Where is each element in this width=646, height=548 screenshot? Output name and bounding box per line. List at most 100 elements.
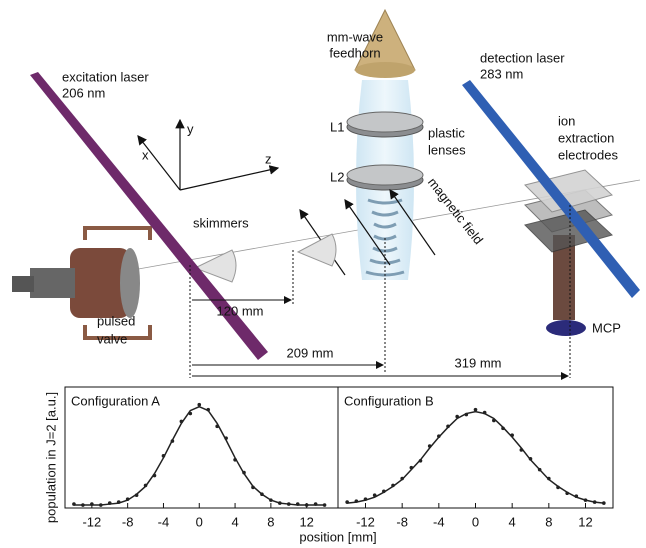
x-axis-label: position [mm] — [299, 529, 376, 544]
data-point — [382, 489, 386, 494]
label: ion — [558, 113, 575, 128]
label: detection laser — [480, 50, 565, 65]
lens — [346, 164, 424, 186]
wavefronts — [365, 198, 405, 277]
data-point — [510, 433, 514, 438]
data-point — [134, 493, 139, 498]
label: L2 — [330, 169, 344, 184]
data-point — [242, 470, 246, 475]
label: y — [187, 121, 194, 136]
data-point — [574, 494, 579, 498]
label: electrodes — [558, 147, 618, 162]
detection-laser — [462, 80, 640, 298]
data-point — [583, 498, 588, 502]
data-point — [427, 444, 432, 448]
data-point — [473, 407, 478, 412]
label: excitation laser — [62, 69, 149, 84]
fit-line — [73, 405, 325, 506]
data-point — [482, 410, 487, 415]
pulsed-valve — [12, 226, 152, 340]
data-point — [400, 476, 404, 481]
data-point — [547, 476, 551, 481]
data-point — [233, 457, 237, 462]
label: pulsed — [97, 313, 135, 328]
data-point — [99, 503, 103, 507]
x-tick-label: 4 — [509, 514, 516, 529]
x-tick-label: -4 — [433, 514, 445, 529]
data-point — [72, 502, 76, 506]
label: magnetic field — [425, 175, 486, 247]
data-point — [278, 501, 282, 505]
data-point — [304, 503, 309, 507]
label: MCP — [592, 320, 621, 335]
skimmer — [296, 233, 337, 267]
x-tick-label: 8 — [267, 514, 274, 529]
coordinate-axes — [137, 118, 280, 191]
data-point — [345, 500, 349, 504]
x-tick-label: 8 — [545, 514, 552, 529]
label: 319 mm — [455, 355, 502, 370]
data-point — [322, 503, 327, 507]
data-point — [501, 426, 505, 431]
data-point — [592, 500, 597, 504]
data-point — [391, 483, 395, 488]
data-point — [143, 483, 148, 488]
data-point — [437, 434, 441, 438]
data-point — [313, 502, 318, 506]
label: feedhorn — [329, 45, 380, 60]
data-point — [179, 419, 184, 424]
feedhorn-base — [355, 62, 415, 78]
data-point — [519, 448, 524, 452]
data-point — [81, 503, 85, 507]
x-tick-label: -12 — [356, 514, 375, 529]
data-point — [188, 411, 193, 416]
data-point — [251, 485, 255, 490]
data-point — [455, 414, 459, 419]
data-point — [354, 499, 359, 503]
data-point — [492, 418, 496, 423]
x-tick-label: 12 — [578, 514, 592, 529]
label: lenses — [428, 142, 466, 157]
x-tick-label: -8 — [396, 514, 408, 529]
label: skimmers — [193, 215, 249, 230]
label: z — [265, 151, 272, 166]
label: plastic — [428, 125, 465, 140]
label: 206 nm — [62, 85, 105, 100]
x-tick-label: -8 — [122, 514, 134, 529]
data-point — [224, 436, 228, 440]
label: 209 mm — [287, 345, 334, 360]
data-point — [161, 454, 166, 458]
label: mm-wave — [327, 29, 383, 44]
data-point — [260, 492, 264, 497]
data-point — [602, 501, 606, 505]
data-point — [464, 412, 469, 417]
data-point — [215, 424, 219, 429]
x-tick-label: 12 — [299, 514, 313, 529]
data-point — [372, 493, 377, 498]
data-point — [206, 407, 211, 412]
x-tick-label: -4 — [158, 514, 170, 529]
x-tick-label: -12 — [82, 514, 101, 529]
dimension-lines — [189, 205, 571, 380]
lens — [346, 111, 424, 133]
data-point — [418, 458, 423, 463]
data-point — [537, 467, 542, 472]
label: valve — [97, 331, 127, 346]
data-point — [197, 402, 202, 407]
data-point — [295, 502, 300, 506]
label: 283 nm — [480, 66, 523, 81]
fit-line — [347, 410, 604, 504]
label: 120 mm — [217, 303, 264, 318]
data-point — [446, 424, 450, 429]
x-tick-label: 0 — [472, 514, 479, 529]
data-point — [90, 502, 94, 506]
chart-title: Configuration B — [344, 393, 434, 408]
data-point — [125, 497, 130, 501]
data-point — [556, 485, 560, 490]
label: extraction — [558, 130, 614, 145]
data-point — [363, 497, 368, 501]
data-point — [170, 439, 175, 443]
data-point — [116, 500, 121, 504]
data-point — [565, 491, 569, 496]
